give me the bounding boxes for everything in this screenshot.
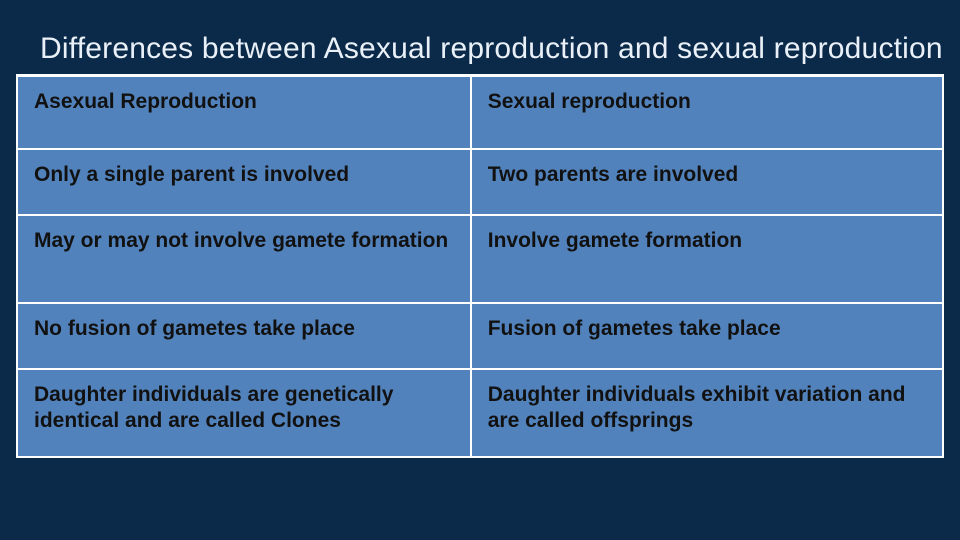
comparison-table-wrap: Asexual Reproduction Sexual reproduction… [0,77,960,458]
comparison-table: Asexual Reproduction Sexual reproduction… [16,77,944,458]
table-row: No fusion of gametes take place Fusion o… [17,303,943,369]
table-row: Only a single parent is involved Two par… [17,149,943,215]
table-header-row: Asexual Reproduction Sexual reproduction [17,77,943,149]
cell-sexual: Fusion of gametes take place [471,303,943,369]
cell-asexual: May or may not involve gamete formation [17,215,471,303]
slide: Differences between Asexual reproduction… [0,0,960,540]
cell-sexual: Daughter individuals exhibit variation a… [471,369,943,457]
cell-asexual: No fusion of gametes take place [17,303,471,369]
cell-asexual: Only a single parent is involved [17,149,471,215]
table-row: Daughter individuals are genetically ide… [17,369,943,457]
slide-title: Differences between Asexual reproduction… [0,0,960,74]
col-header-asexual: Asexual Reproduction [17,77,471,149]
cell-sexual: Involve gamete formation [471,215,943,303]
col-header-sexual: Sexual reproduction [471,77,943,149]
table-row: May or may not involve gamete formation … [17,215,943,303]
cell-asexual: Daughter individuals are genetically ide… [17,369,471,457]
cell-sexual: Two parents are involved [471,149,943,215]
